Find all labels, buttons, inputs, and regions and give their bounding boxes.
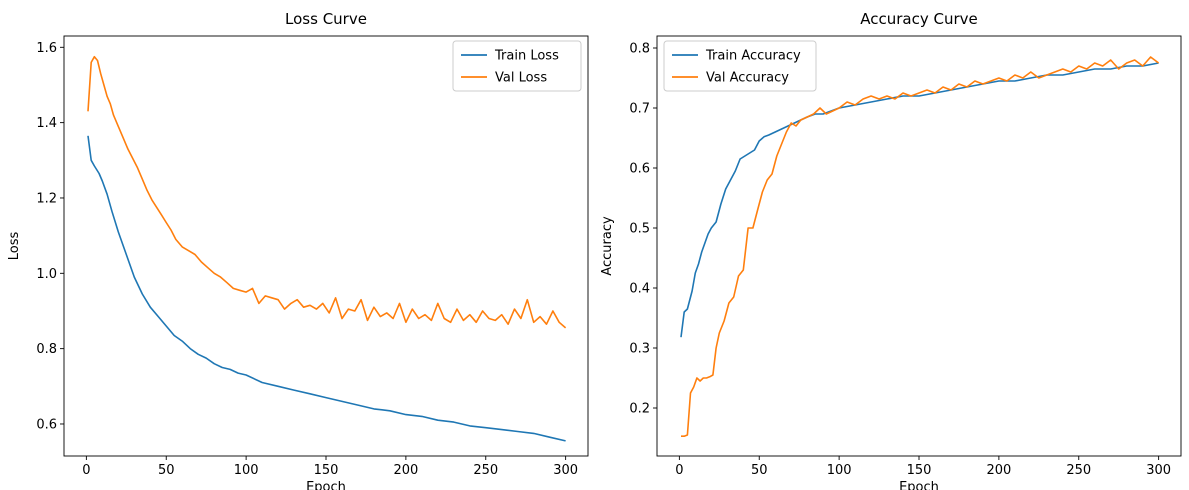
x-tick-label: 200: [986, 463, 1011, 478]
x-tick-label: 0: [82, 463, 90, 478]
chart-title: Loss Curve: [285, 10, 367, 28]
y-tick-label: 0.3: [629, 342, 650, 357]
y-tick-label: 0.8: [36, 342, 57, 357]
y-tick-label: 1.2: [36, 191, 57, 206]
y-tick-label: 0.6: [36, 417, 57, 432]
legend-entry: Val Accuracy: [706, 71, 789, 86]
legend-box: [452, 40, 582, 92]
chart-panel-1: 0 50 100 150 200 250 300 0.6 0.8 1.0 1.2 1.4 1.6 Loss…: [7, 10, 589, 490]
x-tick-label: 100: [827, 463, 852, 478]
x-tick-label: 250: [1066, 463, 1091, 478]
x-axis-label: Epoch: [899, 480, 939, 490]
series-line-train-loss: [87, 135, 566, 442]
y-axis-label: Accuracy: [600, 216, 615, 276]
chart-title: Accuracy Curve: [860, 10, 978, 28]
legend-box: [663, 40, 817, 92]
x-tick-label: 150: [907, 463, 932, 478]
y-tick-label: 1.4: [36, 116, 57, 131]
plot-frame: [63, 35, 589, 457]
x-tick-label: 50: [158, 463, 175, 478]
legend-entry: Train Loss: [494, 49, 559, 64]
x-tick-label: 300: [553, 463, 578, 478]
series-line-train-accuracy: [680, 62, 1159, 338]
x-tick-label: 0: [675, 463, 683, 478]
y-tick-label: 0.7: [629, 102, 650, 117]
x-tick-label: 150: [314, 463, 339, 478]
x-tick-label: 250: [473, 463, 498, 478]
x-tick-label: 200: [393, 463, 418, 478]
legend: Train Loss Val Loss: [452, 40, 582, 92]
y-tick-label: 1.6: [36, 41, 57, 56]
y-axis-label: Loss: [7, 232, 22, 261]
y-tick-label: 0.6: [629, 162, 650, 177]
series-line-val-accuracy: [681, 56, 1160, 438]
x-tick-label: 100: [234, 463, 259, 478]
plot-frame: [656, 35, 1182, 457]
legend: Train Accuracy Val Accuracy: [663, 40, 817, 92]
chart-panel-2: 0 50 100 150 200 250 300 0.2 0.3 0.4 0.5 0.6 0.7 0.8 A…: [600, 10, 1182, 490]
legend-entry: Train Accuracy: [705, 49, 801, 64]
x-axis-label: Epoch: [306, 480, 346, 490]
y-tick-label: 0.4: [629, 282, 650, 297]
legend-entry: Val Loss: [495, 71, 547, 86]
x-tick-label: 50: [751, 463, 768, 478]
y-tick-label: 1.0: [36, 267, 57, 282]
y-tick-label: 0.2: [629, 402, 650, 417]
x-tick-label: 300: [1146, 463, 1171, 478]
y-tick-label: 0.5: [629, 222, 650, 237]
series-line-val-loss: [87, 55, 567, 329]
y-tick-label: 0.8: [629, 42, 650, 57]
